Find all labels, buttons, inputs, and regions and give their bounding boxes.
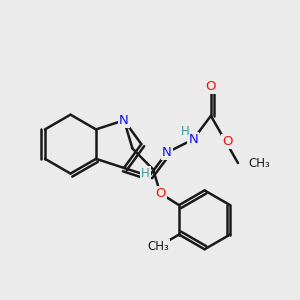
Text: O: O <box>222 135 232 148</box>
Text: H: H <box>181 125 189 138</box>
Text: CH₃: CH₃ <box>148 240 170 253</box>
Text: O: O <box>206 80 216 93</box>
Text: N: N <box>162 146 172 159</box>
Text: H: H <box>141 167 150 180</box>
Text: O: O <box>155 187 166 200</box>
Text: N: N <box>188 133 198 146</box>
Text: N: N <box>119 114 129 127</box>
Text: CH₃: CH₃ <box>248 157 270 169</box>
